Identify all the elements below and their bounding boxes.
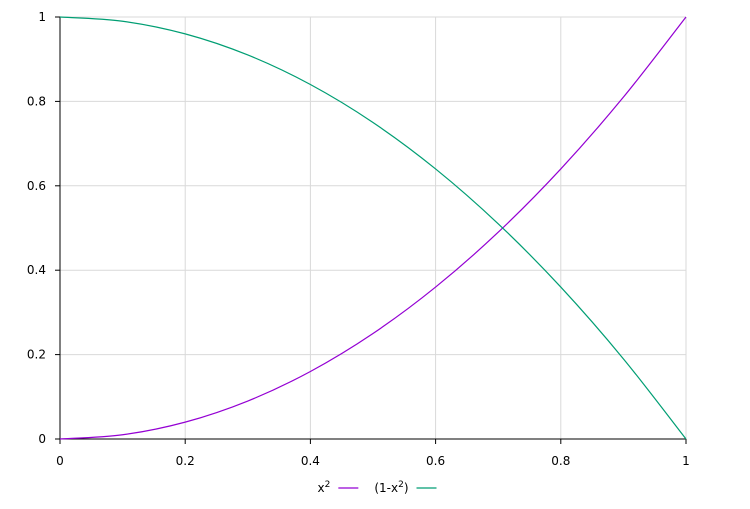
y-tick-label: 0 [38, 432, 46, 446]
legend-label: (1-x2) [374, 480, 408, 495]
grid [60, 16, 687, 439]
x-tick-label: 0.4 [301, 454, 320, 468]
legend: x2 (1-x2) [317, 480, 437, 495]
series-line-0 [59, 16, 687, 440]
x-tick-labels: 0 0.2 0.4 0.6 0.8 1 [56, 454, 690, 468]
legend-item-0: x2 [317, 480, 359, 495]
series-line-1 [59, 16, 687, 440]
x-tick-label: 0.8 [551, 454, 570, 468]
x-tick-label: 0.6 [426, 454, 445, 468]
axes [55, 16, 687, 444]
x-tick-label: 1 [682, 454, 690, 468]
x-tick-label: 0.2 [176, 454, 195, 468]
y-tick-label: 0.2 [27, 348, 46, 362]
series-lines [59, 16, 687, 440]
y-tick-label: 0.6 [27, 179, 46, 193]
x-tick-label: 0 [56, 454, 64, 468]
y-tick-label: 0.4 [27, 263, 46, 277]
y-tick-labels: 0 0.2 0.4 0.6 0.8 1 [27, 10, 46, 446]
legend-item-1: (1-x2) [374, 480, 437, 495]
y-tick-label: 0.8 [27, 94, 46, 108]
y-tick-label: 1 [38, 10, 46, 24]
legend-label: x2 [317, 480, 330, 495]
